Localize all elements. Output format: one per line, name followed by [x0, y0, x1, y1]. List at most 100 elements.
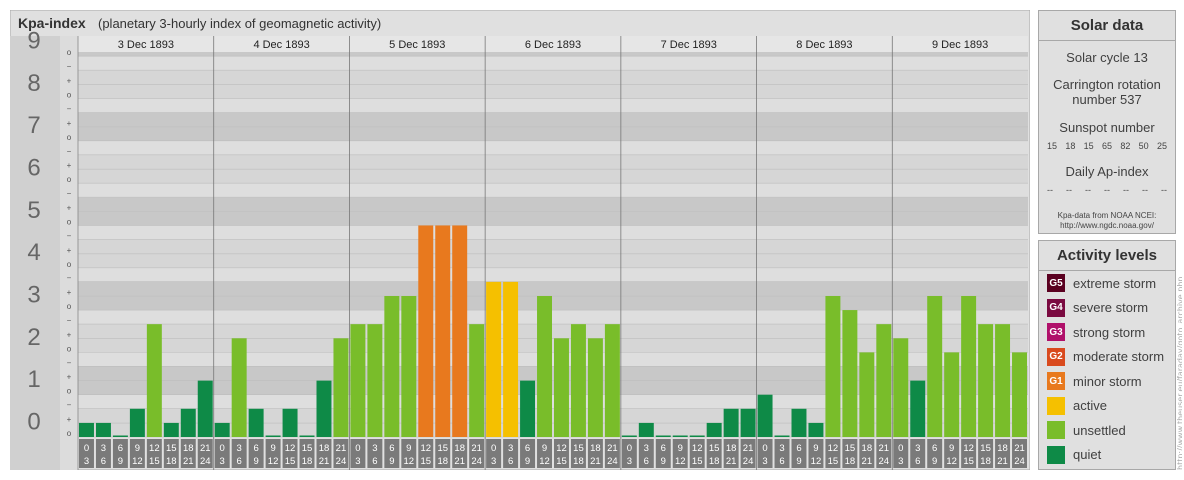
- interval-start-label: 12: [692, 443, 703, 454]
- interval-start-label: 0: [762, 443, 767, 454]
- interval-end-label: 12: [539, 456, 550, 467]
- interval-box: [214, 439, 230, 468]
- interval-start-label: 6: [932, 443, 937, 454]
- interval-end-label: 24: [471, 456, 482, 467]
- interval-end-label: 18: [980, 456, 991, 467]
- legend-swatch: G1: [1047, 372, 1065, 391]
- kp-bar: [401, 295, 417, 437]
- interval-end-label: 21: [454, 456, 465, 467]
- interval-box: [706, 439, 722, 468]
- day-label: 6 Dec 1893: [525, 39, 581, 51]
- interval-start-label: 6: [525, 443, 530, 454]
- interval-end-label: 3: [627, 456, 632, 467]
- y-minor-mark: −: [67, 147, 72, 156]
- ap-value: --: [1066, 185, 1072, 195]
- interval-end-label: 9: [525, 456, 530, 467]
- kp-bar: [723, 408, 739, 437]
- interval-box: [367, 439, 383, 468]
- legend-swatch: G3: [1047, 323, 1065, 342]
- interval-start-label: 9: [813, 443, 818, 454]
- kp-band-gap: [78, 267, 1028, 282]
- legend-item-strong-storm: G3 strong storm: [1039, 320, 1175, 345]
- interval-start-label: 15: [845, 443, 856, 454]
- kp-bar: [825, 295, 841, 437]
- legend-label: strong storm: [1073, 324, 1146, 340]
- interval-start-label: 15: [302, 443, 313, 454]
- data-source-link[interactable]: http://www.ngdc.noaa.gov/: [1060, 221, 1154, 230]
- interval-end-label: 9: [118, 456, 123, 467]
- carrington-rotation-number: number 537: [1072, 92, 1142, 107]
- interval-end-label: 15: [149, 456, 160, 467]
- interval-end-label: 6: [101, 456, 106, 467]
- interval-end-label: 21: [726, 456, 737, 467]
- interval-start-label: 6: [118, 443, 123, 454]
- interval-end-label: 21: [862, 456, 873, 467]
- interval-start-label: 15: [166, 443, 177, 454]
- kp-bar: [469, 324, 485, 437]
- interval-box: [859, 439, 875, 468]
- ap-value: --: [1085, 185, 1091, 195]
- kpa-chart-panel: Kpa-index (planetary 3-hourly index of g…: [10, 10, 1030, 470]
- y-tick-label: 8: [27, 70, 40, 97]
- interval-start-label: 6: [253, 443, 258, 454]
- y-minor-mark: −: [67, 316, 72, 325]
- interval-box: [299, 439, 315, 468]
- interval-box: [435, 439, 451, 468]
- interval-end-label: 12: [268, 456, 279, 467]
- y-tick-label: 1: [27, 366, 40, 393]
- ap-value: --: [1123, 185, 1129, 195]
- interval-box: [520, 439, 536, 468]
- legend-item-unsettled: unsettled: [1039, 418, 1175, 443]
- interval-start-label: 18: [726, 443, 737, 454]
- y-minor-mark: +: [67, 119, 72, 128]
- kp-band-gap: [78, 140, 1028, 155]
- kp-bar: [944, 352, 960, 437]
- interval-start-label: 21: [879, 443, 890, 454]
- interval-box: [503, 439, 519, 468]
- y-minor-mark: o: [67, 302, 72, 311]
- kp-bar: [350, 324, 366, 437]
- interval-end-label: 3: [355, 456, 360, 467]
- kp-bar: [333, 338, 349, 437]
- interval-end-label: 21: [319, 456, 330, 467]
- interval-end-label: 21: [183, 456, 194, 467]
- kp-bar: [537, 295, 552, 437]
- y-minor-mark: o: [67, 48, 72, 57]
- interval-end-label: 9: [796, 456, 801, 467]
- interval-start-label: 0: [627, 443, 632, 454]
- legend-item-severe-storm: G4 severe storm: [1039, 296, 1175, 321]
- interval-start-label: 3: [237, 443, 242, 454]
- interval-box: [757, 439, 773, 468]
- interval-box: [808, 439, 824, 468]
- y-tick-label: 0: [27, 408, 40, 435]
- kp-bar: [910, 380, 926, 437]
- interval-end-label: 15: [285, 456, 296, 467]
- interval-end-label: 24: [336, 456, 347, 467]
- interval-start-label: 21: [743, 443, 754, 454]
- interval-box: [910, 439, 926, 468]
- kp-bar: [282, 408, 298, 437]
- legend-swatch: [1047, 445, 1065, 464]
- interval-start-label: 9: [949, 443, 954, 454]
- kp-bar: [791, 408, 807, 437]
- kp-bar: [435, 225, 451, 437]
- y-minor-mark: o: [67, 217, 72, 226]
- interval-box: [587, 439, 603, 468]
- interval-box: [129, 439, 145, 468]
- legend-label: quiet: [1073, 447, 1102, 463]
- kp-bar: [927, 295, 943, 437]
- interval-start-label: 0: [491, 443, 496, 454]
- kp-band-gap: [78, 310, 1028, 325]
- kp-bar: [79, 422, 94, 437]
- interval-end-label: 12: [675, 456, 686, 467]
- kp-bar: [129, 408, 145, 437]
- interval-box: [95, 439, 111, 468]
- interval-box: [282, 439, 298, 468]
- y-minor-mark: +: [67, 246, 72, 255]
- kp-band-gap: [78, 183, 1028, 198]
- interval-box: [418, 439, 434, 468]
- data-source-line: Kpa-data from NOAA NCEI:: [1057, 211, 1157, 220]
- sunspot-value: 65: [1101, 141, 1112, 151]
- interval-end-label: 15: [556, 456, 567, 467]
- interval-box: [486, 439, 502, 468]
